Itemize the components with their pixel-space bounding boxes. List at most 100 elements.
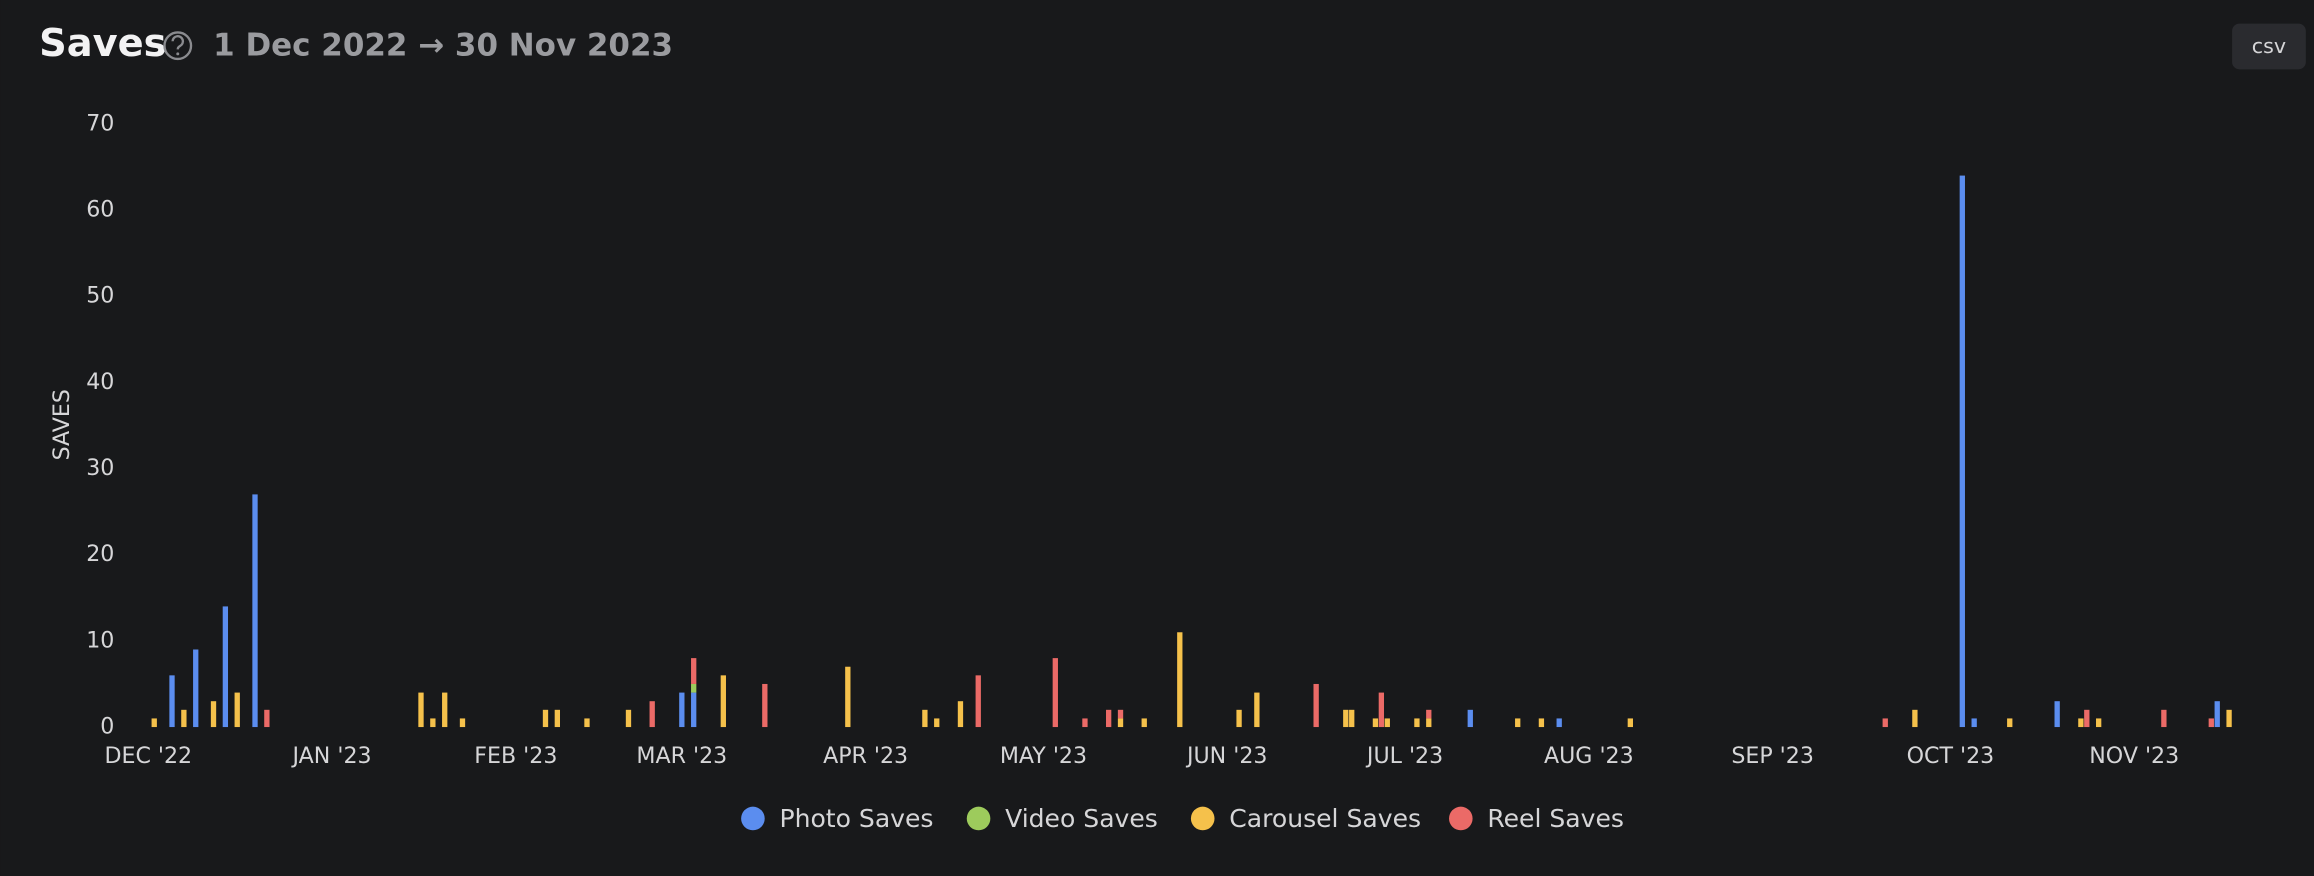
bar <box>1052 658 1058 728</box>
bar <box>934 718 940 728</box>
bar <box>975 675 981 728</box>
bar <box>1384 718 1390 728</box>
x-tick-label: NOV '23 <box>2089 743 2179 769</box>
legend-label: Reel Saves <box>1487 804 1624 833</box>
y-axis-label: SAVES <box>49 389 75 460</box>
bar <box>845 666 851 728</box>
bar <box>1343 709 1349 728</box>
y-tick-label: 70 <box>86 110 114 136</box>
bar <box>1912 709 1918 728</box>
y-tick-label: 50 <box>86 283 114 309</box>
bar <box>1515 718 1521 728</box>
bar <box>554 709 560 728</box>
bar <box>1627 718 1633 728</box>
x-tick-label: JUL '23 <box>1365 743 1443 769</box>
bar <box>2084 709 2090 728</box>
bar <box>1467 709 1473 728</box>
bar <box>1082 718 1088 728</box>
x-tick-label: FEB '23 <box>474 743 557 769</box>
bar <box>1349 709 1355 728</box>
bar <box>2161 709 2167 728</box>
bar <box>2054 701 2060 728</box>
x-tick-label: AUG '23 <box>1544 743 1634 769</box>
legend-marker <box>1449 806 1473 831</box>
bar <box>1117 718 1124 728</box>
bar <box>1254 692 1260 728</box>
bar <box>691 692 697 728</box>
bar <box>1236 709 1242 728</box>
bar <box>625 709 632 728</box>
bar <box>234 692 240 728</box>
legend-label: Carousel Saves <box>1229 804 1421 833</box>
bar <box>181 709 187 728</box>
bar <box>649 701 655 728</box>
bar <box>1556 718 1562 728</box>
legend-label: Photo Saves <box>779 804 933 833</box>
y-tick-label: 0 <box>100 714 114 740</box>
bar <box>542 709 549 728</box>
y-tick-label: 40 <box>86 369 114 395</box>
y-tick-label: 60 <box>86 197 114 223</box>
bar <box>442 692 448 728</box>
bar <box>1372 718 1379 728</box>
x-tick-label: JUN '23 <box>1185 743 1267 769</box>
bar <box>1313 683 1319 728</box>
bar <box>1882 718 1888 728</box>
bar <box>2096 718 2102 728</box>
date-range: 1 Dec 2022 → 30 Nov 2023 <box>213 28 673 64</box>
bar <box>193 649 199 728</box>
bar <box>691 683 697 693</box>
legend-marker <box>1190 806 1215 831</box>
bar <box>922 709 928 728</box>
bar <box>1106 709 1112 728</box>
bar <box>762 683 768 728</box>
legend-marker <box>966 806 991 831</box>
bar <box>957 701 964 728</box>
bar <box>1414 718 1420 728</box>
chart-title: Saves <box>39 21 166 66</box>
bar <box>584 718 590 728</box>
x-tick-label: DEC '22 <box>104 743 192 769</box>
help-icon[interactable] <box>163 31 193 61</box>
bar <box>459 718 466 728</box>
bar <box>691 658 697 684</box>
bar <box>679 692 685 728</box>
bar <box>1378 692 1385 728</box>
bar <box>264 709 270 728</box>
csv-label[interactable]: csv <box>2252 34 2286 58</box>
bar <box>1141 718 1147 728</box>
x-tick-label: OCT '23 <box>1907 743 1995 769</box>
x-tick-label: APR '23 <box>823 743 908 769</box>
bar <box>720 675 726 728</box>
bar <box>2208 718 2214 728</box>
bar <box>1959 175 1965 728</box>
bar <box>210 701 217 728</box>
csv-button[interactable]: csv <box>2232 23 2306 70</box>
bar <box>2007 718 2013 728</box>
bar <box>1971 718 1977 728</box>
bar <box>1538 718 1545 728</box>
bar <box>418 692 424 728</box>
x-tick-label: JAN '23 <box>291 743 372 769</box>
bar <box>222 606 229 728</box>
x-tick-label: MAR '23 <box>636 743 727 769</box>
bar <box>2214 701 2220 728</box>
bar <box>2226 709 2232 728</box>
bar <box>1426 709 1432 719</box>
bar <box>1117 709 1124 719</box>
legend-marker <box>741 806 765 831</box>
bar <box>2078 718 2084 728</box>
y-tick-label: 20 <box>86 541 114 567</box>
bar <box>169 675 175 728</box>
bar <box>1177 632 1183 728</box>
bar <box>1426 718 1432 728</box>
bar <box>430 718 436 728</box>
y-tick-label: 10 <box>86 627 114 653</box>
legend-label: Video Saves <box>1005 804 1158 833</box>
bar <box>252 494 258 728</box>
bar <box>151 718 157 728</box>
y-tick-label: 30 <box>86 455 114 481</box>
